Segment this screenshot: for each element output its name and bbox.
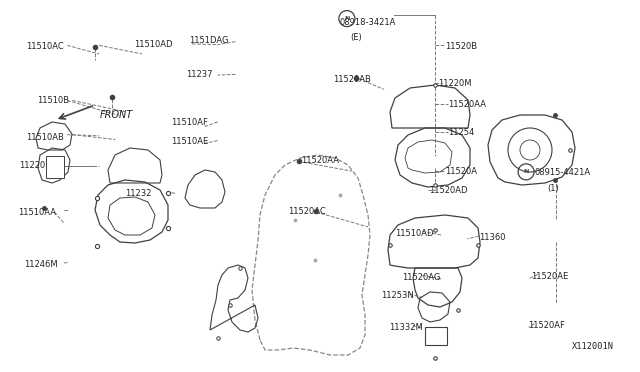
Text: 11520AD: 11520AD xyxy=(429,186,467,195)
Text: 11520AB: 11520AB xyxy=(333,76,371,84)
Text: 11510AE: 11510AE xyxy=(172,137,209,146)
Text: 11510AA: 11510AA xyxy=(18,208,56,217)
Text: 1151DAG: 1151DAG xyxy=(189,36,228,45)
Text: 11510AD: 11510AD xyxy=(396,229,434,238)
Text: 11520AG: 11520AG xyxy=(402,273,440,282)
Text: 08915-4421A: 08915-4421A xyxy=(534,169,591,177)
Text: 08918-3421A: 08918-3421A xyxy=(339,18,396,27)
FancyBboxPatch shape xyxy=(425,327,447,345)
Text: 11520B: 11520B xyxy=(445,42,477,51)
Text: 11220M: 11220M xyxy=(438,79,472,88)
Text: 11520AF: 11520AF xyxy=(528,321,565,330)
Text: FRONT: FRONT xyxy=(100,110,133,120)
Text: (1): (1) xyxy=(547,185,559,193)
Text: N: N xyxy=(524,169,529,174)
Text: 11220: 11220 xyxy=(19,161,45,170)
Text: 11520AA: 11520AA xyxy=(448,100,486,109)
Text: 11510AF: 11510AF xyxy=(172,118,209,127)
Text: (E): (E) xyxy=(351,33,362,42)
Text: 11332M: 11332M xyxy=(389,323,423,332)
Text: N: N xyxy=(344,16,349,21)
Text: 11520A: 11520A xyxy=(445,167,477,176)
Text: 11520AE: 11520AE xyxy=(531,272,568,280)
Text: 11510AC: 11510AC xyxy=(26,42,63,51)
Text: 11510AB: 11510AB xyxy=(26,133,63,142)
Text: X112001N: X112001N xyxy=(572,342,614,351)
Text: 11520AA: 11520AA xyxy=(301,156,339,165)
Text: 11232: 11232 xyxy=(125,189,151,198)
Text: 11254: 11254 xyxy=(448,128,474,137)
Text: 11246M: 11246M xyxy=(24,260,58,269)
FancyBboxPatch shape xyxy=(46,156,64,178)
Text: 11510AD: 11510AD xyxy=(134,40,173,49)
Text: 11253N: 11253N xyxy=(381,291,413,300)
Text: 11510B: 11510B xyxy=(37,96,69,105)
Text: 11520AC: 11520AC xyxy=(288,207,326,216)
Text: 11237: 11237 xyxy=(186,70,212,79)
Text: 11360: 11360 xyxy=(479,233,505,242)
